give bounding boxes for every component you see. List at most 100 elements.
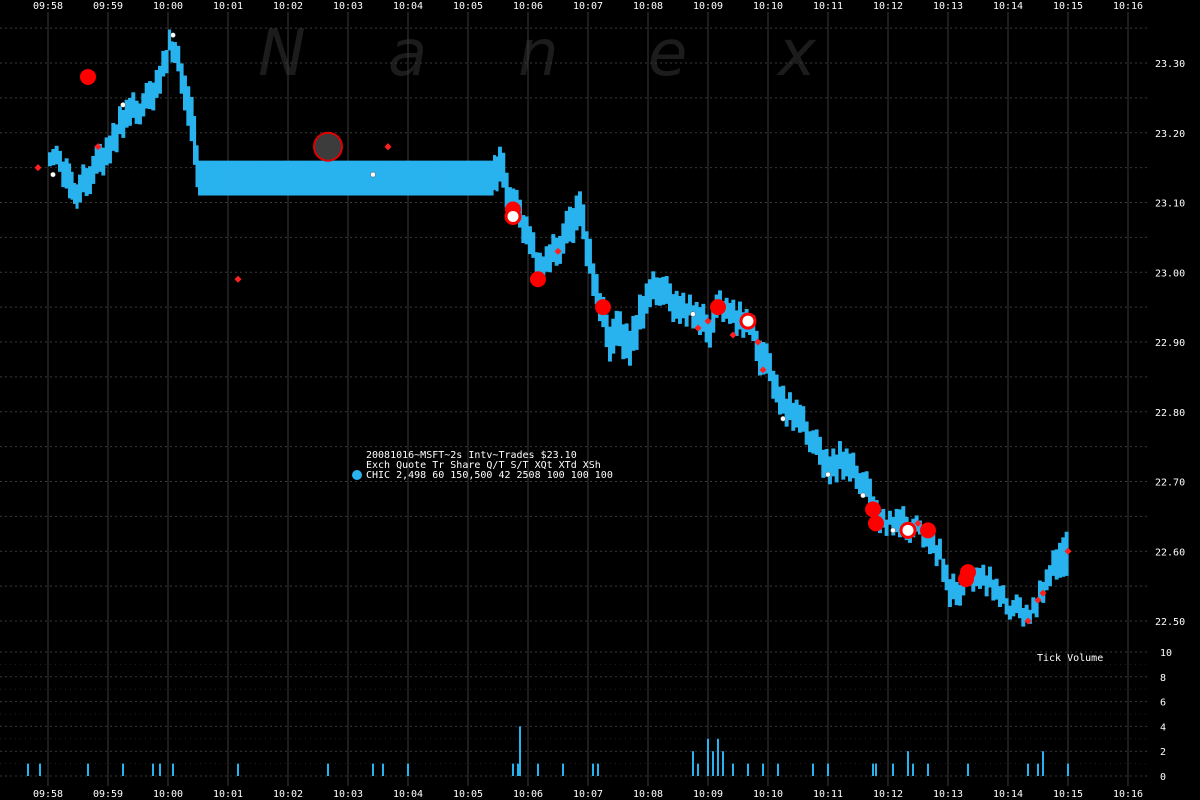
quote-band-segment xyxy=(974,567,979,587)
trade-marker-small xyxy=(94,143,102,151)
x-tick-label-bottom: 10:09 xyxy=(693,789,723,800)
quote-band-segment xyxy=(219,160,223,196)
quote-band-segment xyxy=(198,160,202,196)
quote-band-segment xyxy=(354,160,359,196)
quote-band-segment xyxy=(432,160,437,196)
x-tick-label-top: 10:08 xyxy=(633,1,663,12)
volume-tick-label: 2 xyxy=(1160,747,1166,758)
quote-band-segment xyxy=(788,392,792,421)
quote-band-segment xyxy=(604,314,609,348)
quote-band-segment xyxy=(611,318,616,354)
quote-band-segment xyxy=(814,429,819,455)
quote-band-segment xyxy=(704,314,709,343)
quote-band-segment xyxy=(781,385,786,414)
quote-band-segment xyxy=(774,374,779,403)
quote-band-segment xyxy=(176,45,181,72)
quote-band-segment xyxy=(489,160,494,196)
quote-band-segment xyxy=(195,145,199,188)
quote-band-segment xyxy=(288,160,292,196)
quote-band-segment xyxy=(821,449,826,478)
trade-marker-large xyxy=(958,571,974,588)
quote-band-segment xyxy=(848,453,852,482)
quote-band-segment xyxy=(396,160,401,196)
quote-band-segment xyxy=(423,160,428,196)
volume-bar xyxy=(1037,763,1039,776)
quote-band-segment xyxy=(594,274,599,305)
volume-bar xyxy=(27,763,29,776)
quote-band-segment xyxy=(528,226,532,255)
quote-band-segment xyxy=(193,116,197,165)
quote-band-segment xyxy=(671,294,676,323)
x-tick-label-top: 10:06 xyxy=(513,1,543,12)
quote-band-segment xyxy=(984,575,989,597)
volume-bar xyxy=(692,751,694,776)
info-values: CHIC 2,498 60 150,500 42 2508 100 100 10… xyxy=(366,470,613,481)
trade-marker-large xyxy=(710,299,726,316)
quote-band-segment xyxy=(584,231,589,267)
trade-marker-small xyxy=(694,324,702,332)
quote-band-segment xyxy=(204,160,208,196)
quote-band-segment xyxy=(931,532,936,554)
quote-band-segment xyxy=(48,152,52,167)
watermark-letter: e xyxy=(648,17,687,91)
quote-band-segment xyxy=(828,456,832,485)
volume-bar xyxy=(732,763,734,776)
x-tick-label-top: 10:16 xyxy=(1113,1,1143,12)
quote-band-segment xyxy=(994,578,999,600)
trade-marker-large xyxy=(868,515,884,532)
trade-marker-large xyxy=(595,299,611,316)
quote-band-segment xyxy=(998,586,1002,608)
quote-band-segment xyxy=(928,533,932,555)
volume-bar xyxy=(777,763,779,776)
quote-band-segment xyxy=(638,294,642,330)
trade-marker-open xyxy=(899,521,917,539)
quote-band-segment xyxy=(363,160,368,196)
quote-band-segment xyxy=(634,315,639,350)
volume-bar xyxy=(562,763,564,776)
trade-marker-small xyxy=(34,164,42,172)
quote-band-segment xyxy=(315,160,320,196)
quote-band-segment xyxy=(158,65,162,94)
quote-band-segment xyxy=(88,166,92,195)
volume-bar xyxy=(712,751,714,776)
quote-band-segment xyxy=(73,182,77,204)
quote-band-segment xyxy=(243,160,247,196)
quote-band-segment xyxy=(538,252,542,274)
quote-band-segment xyxy=(794,399,799,428)
x-tick-label-top: 10:03 xyxy=(333,1,363,12)
trade-marker-small xyxy=(754,338,762,346)
x-tick-label-top: 10:00 xyxy=(153,1,183,12)
quote-band-segment xyxy=(811,430,816,454)
quote-band-segment xyxy=(285,160,289,196)
trade-marker-white xyxy=(170,32,176,38)
volume-bar xyxy=(152,763,154,776)
quote-band-segment xyxy=(544,246,549,272)
quote-band-segment xyxy=(938,538,942,560)
quote-band-segment xyxy=(189,96,194,142)
quote-band-segment xyxy=(465,160,470,196)
quote-band-segment xyxy=(170,41,174,63)
quote-band-segment xyxy=(255,160,259,196)
x-tick-label-top: 10:01 xyxy=(213,1,243,12)
quote-band-segment xyxy=(654,277,659,306)
quote-band-segment xyxy=(474,160,479,196)
quote-band-segment xyxy=(531,232,536,258)
quote-band-segment xyxy=(1051,550,1056,576)
x-tick-label-top: 10:14 xyxy=(993,1,1023,12)
quote-band-segment xyxy=(75,184,79,209)
trade-marker-open xyxy=(504,207,522,225)
quote-band-segment xyxy=(951,573,956,600)
quote-band-segment xyxy=(1004,598,1009,615)
quote-band-segment xyxy=(402,160,407,196)
quote-band-segment xyxy=(1021,607,1026,627)
quote-band-segment xyxy=(831,448,836,477)
trade-marker-small xyxy=(914,519,922,527)
x-tick-label-bottom: 10:10 xyxy=(753,789,783,800)
quote-band-segment xyxy=(426,160,431,196)
quote-band-segment xyxy=(151,82,156,111)
quote-band-segment xyxy=(118,106,122,135)
x-tick-label-top: 09:59 xyxy=(93,1,123,12)
quote-band-segment xyxy=(651,271,656,300)
